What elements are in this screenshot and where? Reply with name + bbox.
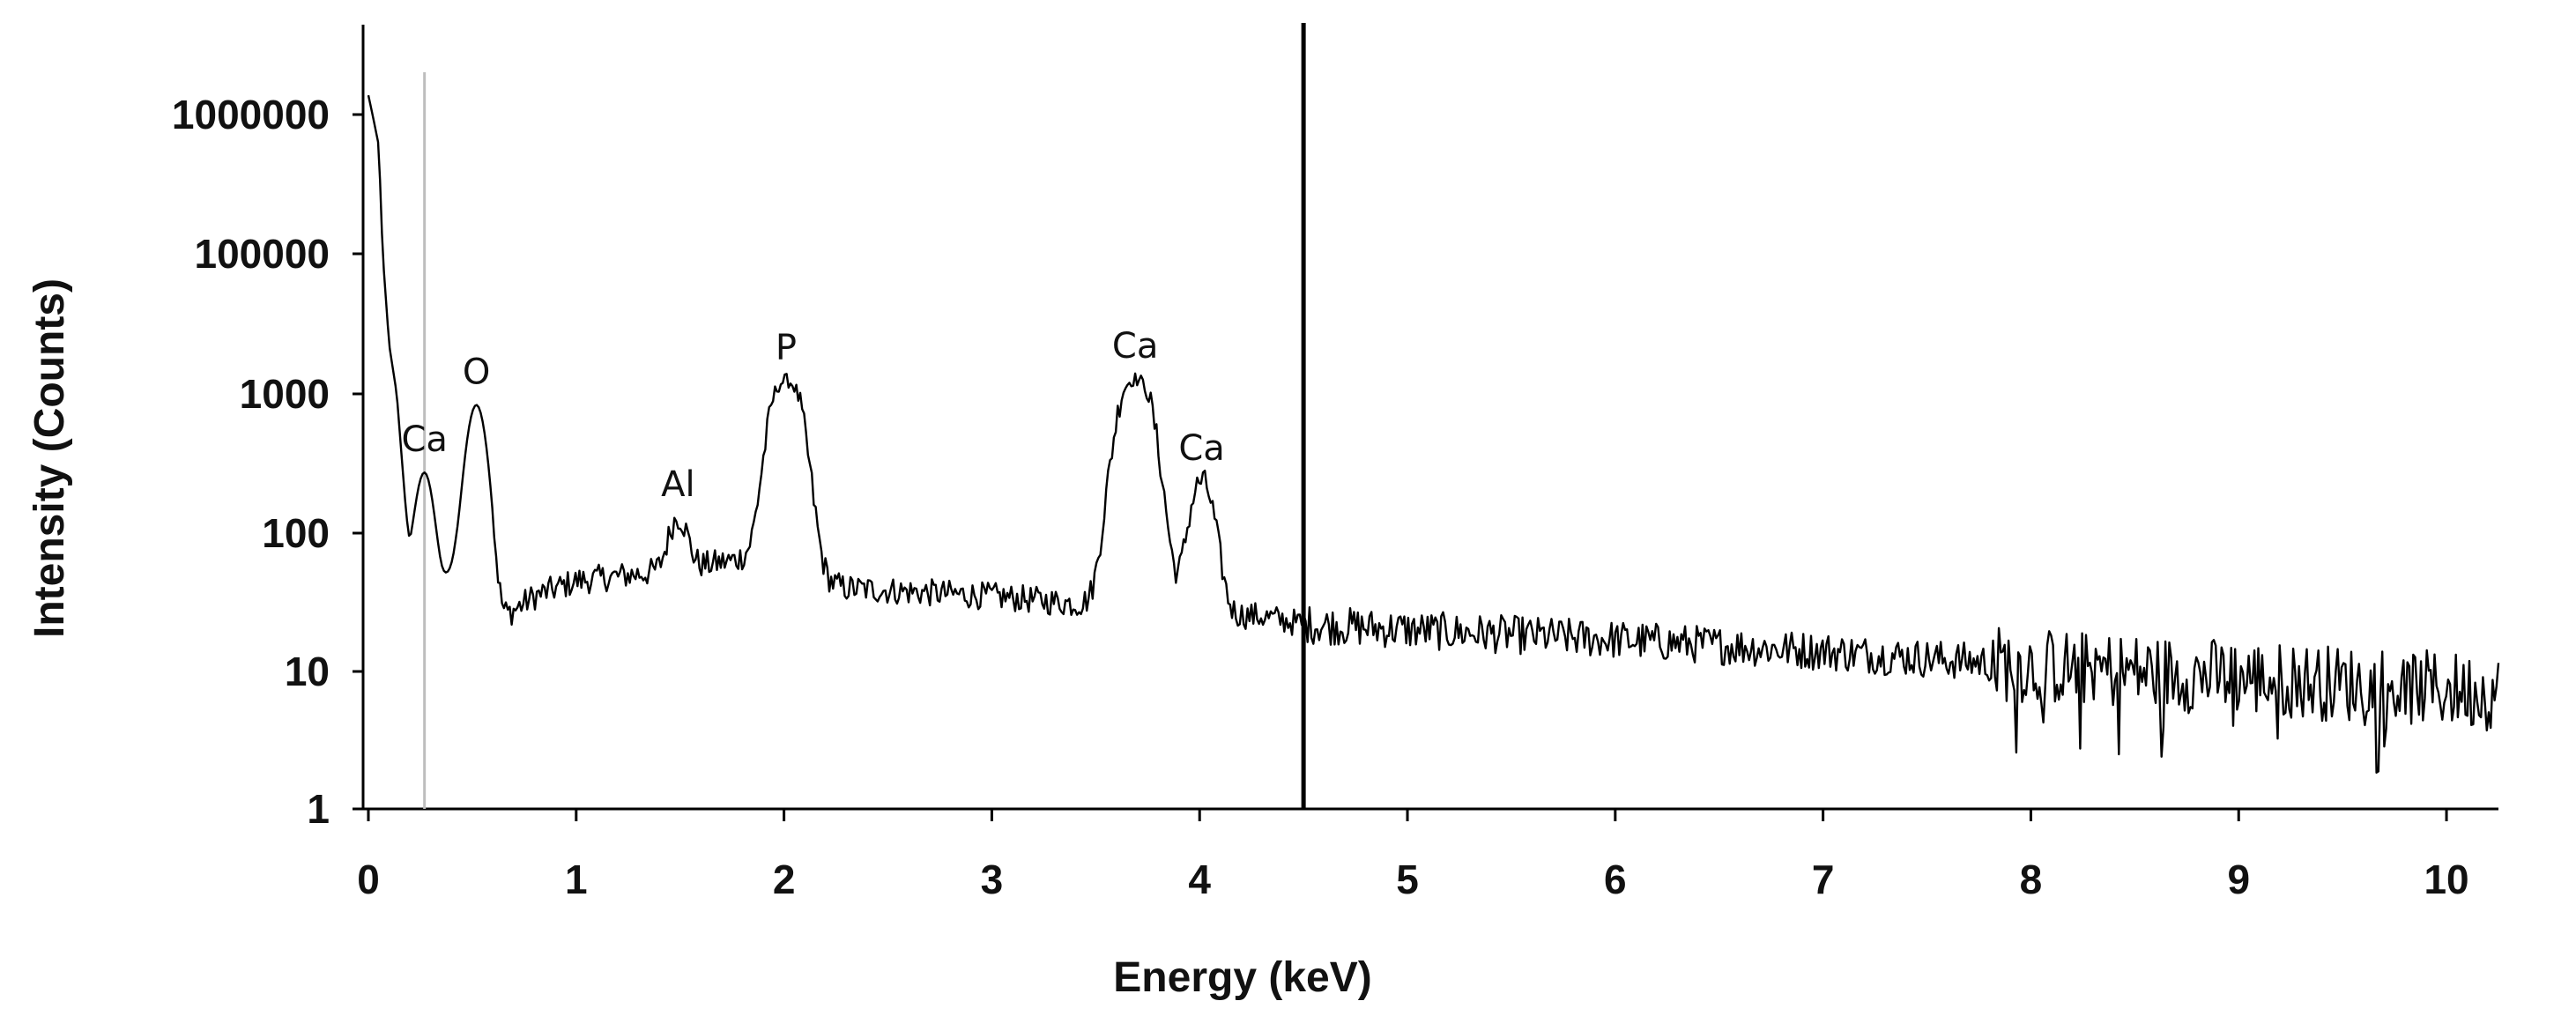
peak-label: Al: [661, 464, 694, 505]
peak-label: P: [776, 328, 797, 368]
x-tick-label: 9: [2227, 857, 2250, 902]
x-tick-label: 1: [565, 857, 588, 902]
peak-label: Ca: [1112, 326, 1158, 367]
x-tick-label: 5: [1396, 857, 1419, 902]
y-tick-label: 100: [262, 510, 330, 556]
y-tick-label: 1: [307, 786, 330, 832]
y-axis-title: Intensity (Counts): [26, 278, 73, 638]
peak-label: Ca: [401, 419, 447, 460]
x-tick-label: 8: [2020, 857, 2043, 902]
y-tick-label: 1000000: [172, 92, 330, 137]
x-tick-label: 0: [357, 857, 380, 902]
vertical-markers: [423, 23, 1306, 809]
x-tick-label: 2: [773, 857, 796, 902]
x-tick-label: 4: [1188, 857, 1211, 902]
spectrum-line: [367, 94, 2500, 774]
x-tick-label: 10: [2424, 857, 2468, 902]
x-axis-title: Energy (keV): [1113, 954, 1371, 1001]
y-tick-label: 10: [285, 649, 330, 694]
y-tick-label: 100000: [195, 231, 330, 277]
x-tick-label: 6: [1604, 857, 1627, 902]
y-tick-label: 1000: [240, 371, 330, 417]
peak-label: Ca: [1178, 428, 1224, 469]
x-tick-label: 7: [1812, 857, 1835, 902]
peak-label: O: [463, 352, 490, 393]
x-tick-label: 3: [981, 857, 1004, 902]
series-group: [367, 94, 2500, 774]
peak-labels: Ca O Al P Ca Ca: [401, 326, 1224, 505]
